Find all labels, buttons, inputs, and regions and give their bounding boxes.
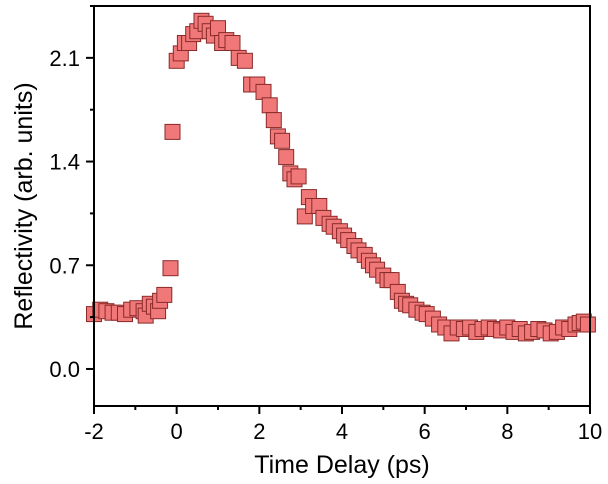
x-tick-label: 2 [253,419,265,444]
plot-frame [93,5,591,407]
data-point [265,112,282,129]
data-point [156,286,173,303]
data-point [274,132,291,149]
y-tick-label: 0.0 [49,357,80,382]
y-tick-label: 2.1 [49,46,80,71]
y-tick-label: 0.7 [49,253,80,278]
data-points [86,12,596,342]
axis-ticks: -2 0 2 4 6 8 10 0.0 0.7 1.4 2.1 [49,5,602,444]
x-tick-label: 10 [578,419,602,444]
x-tick-label: 0 [171,419,183,444]
data-point [261,97,278,114]
data-point [162,260,179,277]
x-axis-title: Time Delay (ps) [254,451,430,479]
data-point [224,35,241,51]
data-point [164,123,181,140]
data-point [236,52,253,69]
y-axis-title: Reflectivity (arb. units) [10,82,38,329]
data-point [290,168,307,185]
data-point [278,149,295,166]
data-point [255,83,272,100]
data-point [579,316,596,333]
x-tick-label: 8 [501,419,513,444]
y-tick-label: 1.4 [49,150,80,175]
x-tick-label: -2 [84,419,104,444]
x-tick-label: 4 [336,419,348,444]
x-tick-label: 6 [419,419,431,444]
